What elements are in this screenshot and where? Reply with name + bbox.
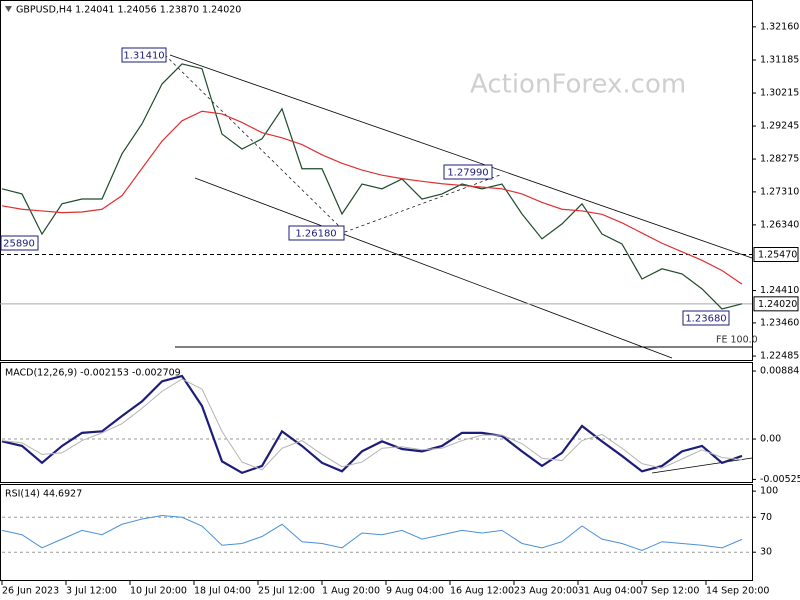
series-line xyxy=(1,63,743,310)
x-tick-label: 23 Aug 20:00 xyxy=(514,586,578,597)
y-tick-label: -0.005252 xyxy=(760,474,800,485)
annotation-box xyxy=(682,310,730,326)
y-tick-label: 1.28275 xyxy=(760,154,799,165)
y-tick-label: 1.31185 xyxy=(760,55,799,66)
y-tick-label: 1.22485 xyxy=(760,351,799,362)
x-tick-label: 14 Sep 20:00 xyxy=(706,586,769,597)
y-tick-label: 1.24410 xyxy=(760,285,799,296)
price-label: 1.25470 xyxy=(758,249,797,260)
annotation: 1.23680 xyxy=(685,314,726,325)
annotation-box xyxy=(443,164,493,180)
price-panel xyxy=(0,0,753,361)
x-tick-label: 7 Sep 12:00 xyxy=(642,586,699,597)
series-line xyxy=(1,378,743,471)
x-tick-label: 18 Jul 04:00 xyxy=(194,586,251,597)
annotation-box xyxy=(288,225,345,241)
title-icon xyxy=(5,6,12,12)
y-tick-label: 30 xyxy=(760,547,772,558)
macd-trendline xyxy=(651,457,753,474)
y-tick-label: 1.27310 xyxy=(760,186,799,197)
macd-panel xyxy=(0,362,753,483)
macd-title: MACD(12,26,9) -0.002153 -0.002709 xyxy=(5,368,181,379)
channel-upper xyxy=(169,54,753,259)
y-tick-label: 1.29245 xyxy=(760,121,799,132)
price-label-box xyxy=(753,246,799,262)
annotation-box xyxy=(121,47,167,63)
price-label: 1.24020 xyxy=(758,299,797,310)
y-tick-label: 1.26340 xyxy=(760,219,799,230)
watermark: ActionForex.com xyxy=(470,70,686,100)
series-line xyxy=(1,110,743,285)
y-tick-label: 1.23460 xyxy=(760,317,799,328)
pattern-line xyxy=(164,54,501,233)
annotation: 1.26180 xyxy=(295,229,336,240)
y-tick-label: 70 xyxy=(760,512,772,523)
chart-title: GBPUSD,H4 1.24041 1.24056 1.23870 1.2402… xyxy=(16,5,241,16)
x-tick-label: 9 Aug 04:00 xyxy=(386,586,444,597)
annotation: 25890 xyxy=(3,239,35,250)
y-tick-label: 1.32160 xyxy=(760,21,799,32)
y-tick-label: 1.30215 xyxy=(760,88,799,99)
series-line xyxy=(1,374,743,475)
y-tick-label: 0.008846 xyxy=(760,366,800,377)
channel-lower xyxy=(194,177,673,359)
x-tick-label: 31 Aug 04:00 xyxy=(578,586,642,597)
x-tick-label: 25 Jul 12:00 xyxy=(258,586,315,597)
y-tick-label: 100 xyxy=(760,486,778,497)
x-tick-label: 10 Jul 20:00 xyxy=(130,586,187,597)
series-line xyxy=(1,515,743,551)
annotation: 1.27990 xyxy=(447,168,488,179)
annotation-box xyxy=(0,235,39,251)
x-tick-label: 16 Aug 12:00 xyxy=(450,586,514,597)
y-tick-label: 0.00 xyxy=(760,434,781,445)
x-tick-label: 1 Aug 20:00 xyxy=(322,586,380,597)
x-tick-label: 3 Jul 12:00 xyxy=(66,586,117,597)
rsi-title: RSI(14) 44.6927 xyxy=(5,489,82,500)
x-tick-label: 26 Jun 2023 xyxy=(2,586,59,597)
annotation: 1.31410 xyxy=(123,51,164,62)
level-label: FE 100.0 xyxy=(716,335,758,346)
rsi-panel xyxy=(0,484,753,581)
price-label-box xyxy=(753,296,799,312)
